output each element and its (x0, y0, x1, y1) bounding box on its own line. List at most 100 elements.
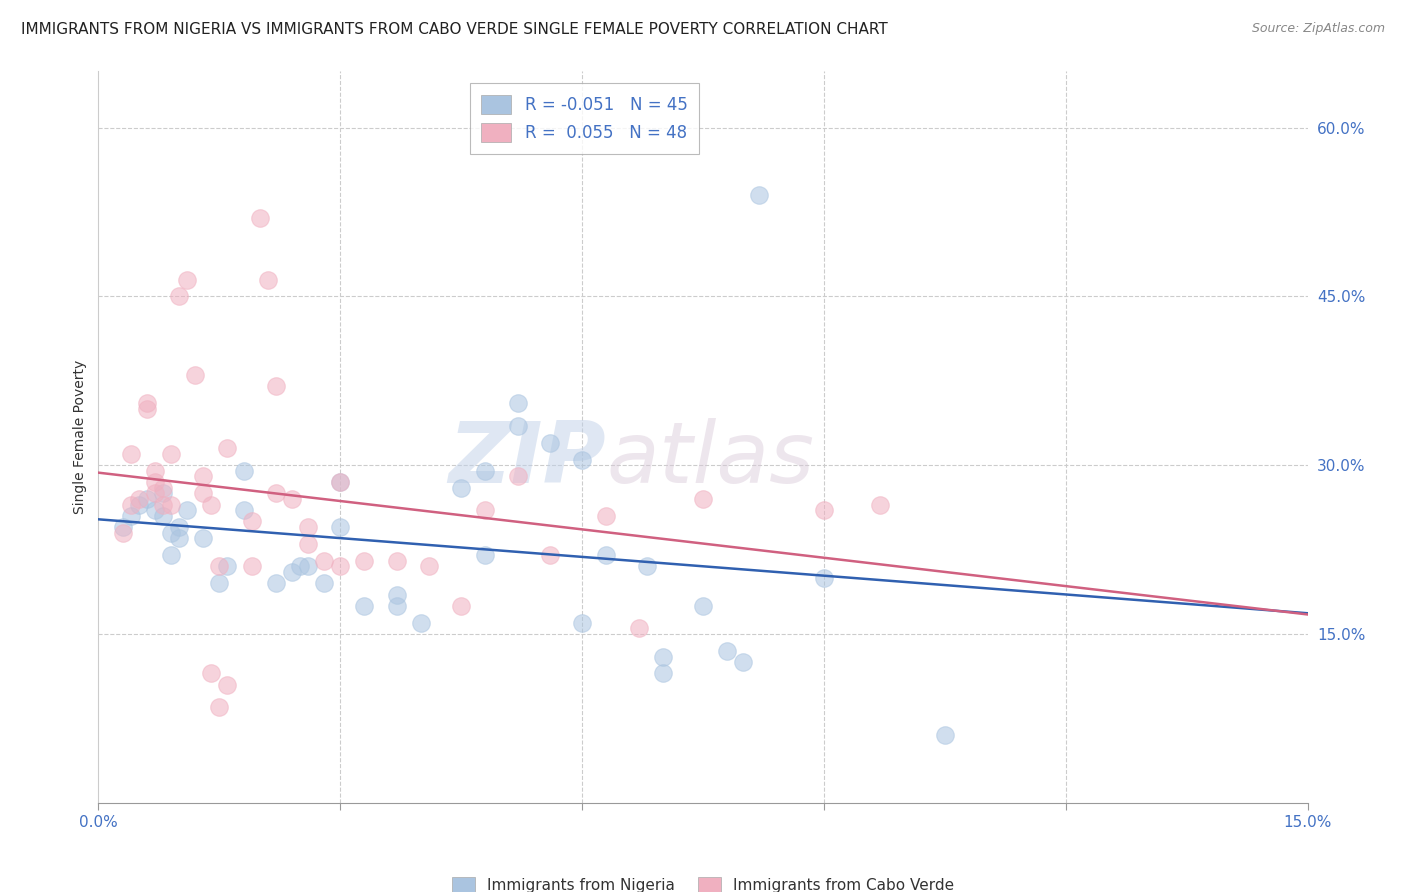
Point (571, 452, 593, 467)
Point (217, 442, 239, 456)
Point (474, 503, 496, 517)
Point (143, 503, 166, 517)
Point (208, 576, 231, 591)
Point (297, 559, 319, 574)
Point (748, 188, 770, 202)
Point (152, 498, 174, 512)
Point (249, 211, 271, 225)
Point (506, 396, 529, 410)
Point (217, 678, 239, 692)
Point (111, 525, 134, 540)
Point (176, 272, 198, 286)
Point (450, 481, 472, 495)
Point (240, 515, 263, 529)
Point (193, 532, 215, 546)
Point (135, 401, 157, 416)
Point (733, 655, 755, 669)
Point (160, 498, 183, 512)
Point (200, 498, 222, 512)
Point (297, 537, 319, 551)
Point (128, 498, 150, 512)
Point (288, 559, 311, 574)
Point (264, 486, 287, 500)
Point (120, 498, 142, 512)
Point (193, 469, 215, 483)
Point (506, 418, 529, 433)
Point (160, 447, 183, 461)
Point (200, 666, 222, 681)
Point (256, 272, 278, 286)
Point (167, 520, 190, 534)
Point (353, 554, 375, 568)
Point (160, 525, 183, 540)
Legend: Immigrants from Nigeria, Immigrants from Cabo Verde: Immigrants from Nigeria, Immigrants from… (444, 869, 962, 892)
Point (329, 475, 352, 489)
Point (143, 486, 166, 500)
Point (538, 548, 561, 562)
Text: atlas: atlas (606, 417, 814, 500)
Point (297, 520, 319, 534)
Point (232, 464, 254, 478)
Point (869, 498, 891, 512)
Point (571, 615, 593, 630)
Point (692, 599, 714, 613)
Y-axis label: Single Female Poverty: Single Female Poverty (73, 360, 87, 514)
Point (264, 576, 287, 591)
Point (240, 559, 263, 574)
Point (128, 491, 150, 506)
Point (595, 548, 617, 562)
Point (143, 475, 166, 489)
Point (934, 728, 956, 742)
Point (409, 615, 432, 630)
Point (595, 508, 617, 523)
Point (314, 554, 336, 568)
Point (329, 475, 352, 489)
Point (208, 559, 231, 574)
Point (111, 520, 134, 534)
Point (232, 503, 254, 517)
Point (692, 491, 714, 506)
Point (474, 464, 496, 478)
Point (385, 554, 408, 568)
Point (208, 700, 231, 714)
Point (281, 491, 304, 506)
Point (184, 368, 207, 383)
Point (152, 508, 174, 523)
Point (217, 559, 239, 574)
Point (120, 508, 142, 523)
Point (506, 469, 529, 483)
Point (385, 599, 408, 613)
Point (813, 571, 835, 585)
Point (651, 666, 673, 681)
Point (135, 491, 157, 506)
Text: ZIP: ZIP (449, 417, 606, 500)
Point (152, 486, 174, 500)
Point (143, 464, 166, 478)
Point (120, 447, 142, 461)
Point (651, 649, 673, 664)
Point (329, 559, 352, 574)
Point (418, 559, 440, 574)
Point (450, 599, 472, 613)
Point (538, 435, 561, 450)
Point (627, 621, 650, 635)
Point (281, 565, 304, 579)
Point (353, 599, 375, 613)
Point (167, 532, 190, 546)
Point (176, 503, 198, 517)
Point (152, 481, 174, 495)
Point (135, 396, 157, 410)
Point (160, 548, 183, 562)
Point (329, 520, 352, 534)
Point (385, 588, 408, 602)
Point (193, 486, 215, 500)
Text: IMMIGRANTS FROM NIGERIA VS IMMIGRANTS FROM CABO VERDE SINGLE FEMALE POVERTY CORR: IMMIGRANTS FROM NIGERIA VS IMMIGRANTS FR… (21, 22, 887, 37)
Point (167, 289, 190, 303)
Point (716, 644, 738, 658)
Point (636, 559, 658, 574)
Text: Source: ZipAtlas.com: Source: ZipAtlas.com (1251, 22, 1385, 36)
Point (474, 548, 496, 562)
Point (264, 379, 287, 393)
Point (314, 576, 336, 591)
Point (813, 503, 835, 517)
